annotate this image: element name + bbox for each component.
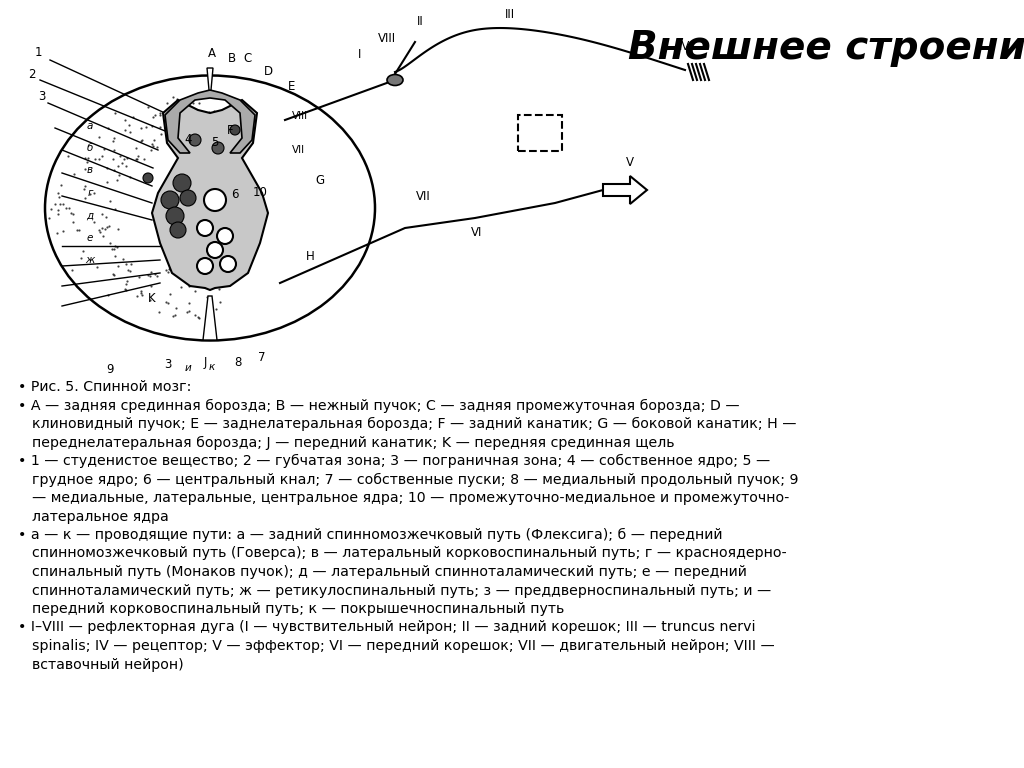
Polygon shape — [165, 90, 255, 153]
Text: VIII: VIII — [378, 32, 396, 45]
Text: — медиальные, латеральные, центральное ядра; 10 — промежуточно-медиальное и пром: — медиальные, латеральные, центральное я… — [32, 491, 790, 505]
Text: 3: 3 — [38, 90, 46, 103]
Text: 10: 10 — [253, 186, 267, 199]
Polygon shape — [152, 100, 268, 290]
Circle shape — [166, 207, 184, 225]
Text: H: H — [305, 250, 314, 263]
Text: 5: 5 — [211, 136, 219, 149]
Text: 9: 9 — [106, 363, 114, 376]
Circle shape — [217, 228, 233, 244]
Text: б: б — [87, 143, 93, 153]
Circle shape — [173, 174, 191, 192]
Text: 2: 2 — [29, 68, 36, 81]
Circle shape — [220, 256, 236, 272]
Text: III: III — [505, 8, 515, 21]
Circle shape — [180, 190, 196, 206]
Text: • 1 — студенистое вещество; 2 — губчатая зона; 3 — пограничная зона; 4 — собстве: • 1 — студенистое вещество; 2 — губчатая… — [18, 454, 770, 468]
Bar — [518, 115, 562, 151]
Text: F: F — [226, 124, 233, 137]
Text: G: G — [315, 174, 325, 187]
Text: 8: 8 — [234, 356, 242, 369]
Text: 1: 1 — [34, 46, 42, 59]
Text: спинномозжечковый путь (Говерса); в — латеральный корковоспинальный путь; г — кр: спинномозжечковый путь (Говерса); в — ла… — [32, 547, 786, 561]
Text: • Рис. 5. Спинной мозг:: • Рис. 5. Спинной мозг: — [18, 380, 191, 394]
Text: грудное ядро; 6 — центральный кнал; 7 — собственные пуски; 8 — медиальный продол: грудное ядро; 6 — центральный кнал; 7 — … — [32, 472, 799, 487]
Circle shape — [161, 191, 179, 209]
Text: переднелатеральная борозда; J — передний канатик; K — передняя срединная щель: переднелатеральная борозда; J — передний… — [32, 435, 675, 449]
Text: IV: IV — [679, 40, 690, 53]
Text: г: г — [87, 188, 93, 198]
Text: 4: 4 — [184, 133, 191, 146]
Text: J: J — [204, 356, 207, 369]
Text: D: D — [263, 65, 272, 78]
Text: 6: 6 — [231, 188, 239, 201]
Text: д: д — [86, 211, 93, 221]
Text: A: A — [208, 47, 216, 60]
Text: V: V — [626, 156, 634, 169]
Text: II: II — [417, 15, 423, 28]
Text: клиновидный пучок; E — заднелатеральная борозда; F — задний канатик; G — боковой: клиновидный пучок; E — заднелатеральная … — [32, 417, 797, 431]
Circle shape — [204, 189, 226, 211]
Text: B: B — [228, 52, 237, 65]
Text: C: C — [243, 52, 251, 65]
Circle shape — [143, 173, 153, 183]
Text: спинальный путь (Монаков пучок); д — латеральный спинноталамический путь; е — пе: спинальный путь (Монаков пучок); д — лат… — [32, 565, 746, 579]
Text: к: к — [209, 362, 215, 372]
Text: • I–VIII — рефлекторная дуга (I — чувствительный нейрон; II — задний корешок; II: • I–VIII — рефлекторная дуга (I — чувств… — [18, 621, 756, 634]
Text: spinalis; IV — рецептор; V — эффектор; VI — передний корешок; VII — двигательный: spinalis; IV — рецептор; V — эффектор; V… — [32, 639, 775, 653]
Ellipse shape — [45, 75, 375, 340]
Circle shape — [207, 242, 223, 258]
Text: I: I — [358, 48, 361, 61]
Text: 7: 7 — [258, 351, 266, 364]
Text: E: E — [289, 80, 296, 93]
Text: VII: VII — [416, 190, 430, 203]
Text: Внешнее строение: Внешнее строение — [628, 29, 1024, 67]
Circle shape — [197, 258, 213, 274]
Text: VI: VI — [471, 226, 482, 239]
Text: VIII: VIII — [292, 111, 308, 121]
Text: • а — к — проводящие пути: а — задний спинномозжечковый путь (Флексига); б — пер: • а — к — проводящие пути: а — задний сп… — [18, 528, 723, 542]
Text: и: и — [184, 363, 191, 373]
Text: VII: VII — [292, 145, 305, 155]
Polygon shape — [203, 296, 217, 340]
Text: передний корковоспинальный путь; к — покрышечноспинальный путь: передний корковоспинальный путь; к — пок… — [32, 602, 564, 616]
Text: спинноталамический путь; ж — ретикулоспинальный путь; з — преддверноспинальный п: спинноталамический путь; ж — ретикулоспи… — [32, 584, 771, 598]
Circle shape — [230, 125, 240, 135]
Text: в: в — [87, 165, 93, 175]
Ellipse shape — [387, 74, 403, 85]
Text: ж: ж — [85, 255, 94, 265]
Circle shape — [170, 222, 186, 238]
Text: вставочный нейрон): вставочный нейрон) — [32, 657, 183, 671]
Text: латеральное ядра: латеральное ядра — [32, 509, 169, 524]
Text: 3: 3 — [164, 358, 172, 371]
Circle shape — [197, 220, 213, 236]
Circle shape — [212, 142, 224, 154]
Text: е: е — [87, 233, 93, 243]
Text: а: а — [87, 121, 93, 131]
Text: • А — задняя срединная борозда; B — нежный пучок; C — задняя промежуточная бороз: • А — задняя срединная борозда; B — нежн… — [18, 399, 739, 412]
Polygon shape — [207, 68, 213, 90]
Polygon shape — [603, 176, 647, 204]
Text: K: K — [148, 292, 156, 304]
Circle shape — [189, 134, 201, 146]
